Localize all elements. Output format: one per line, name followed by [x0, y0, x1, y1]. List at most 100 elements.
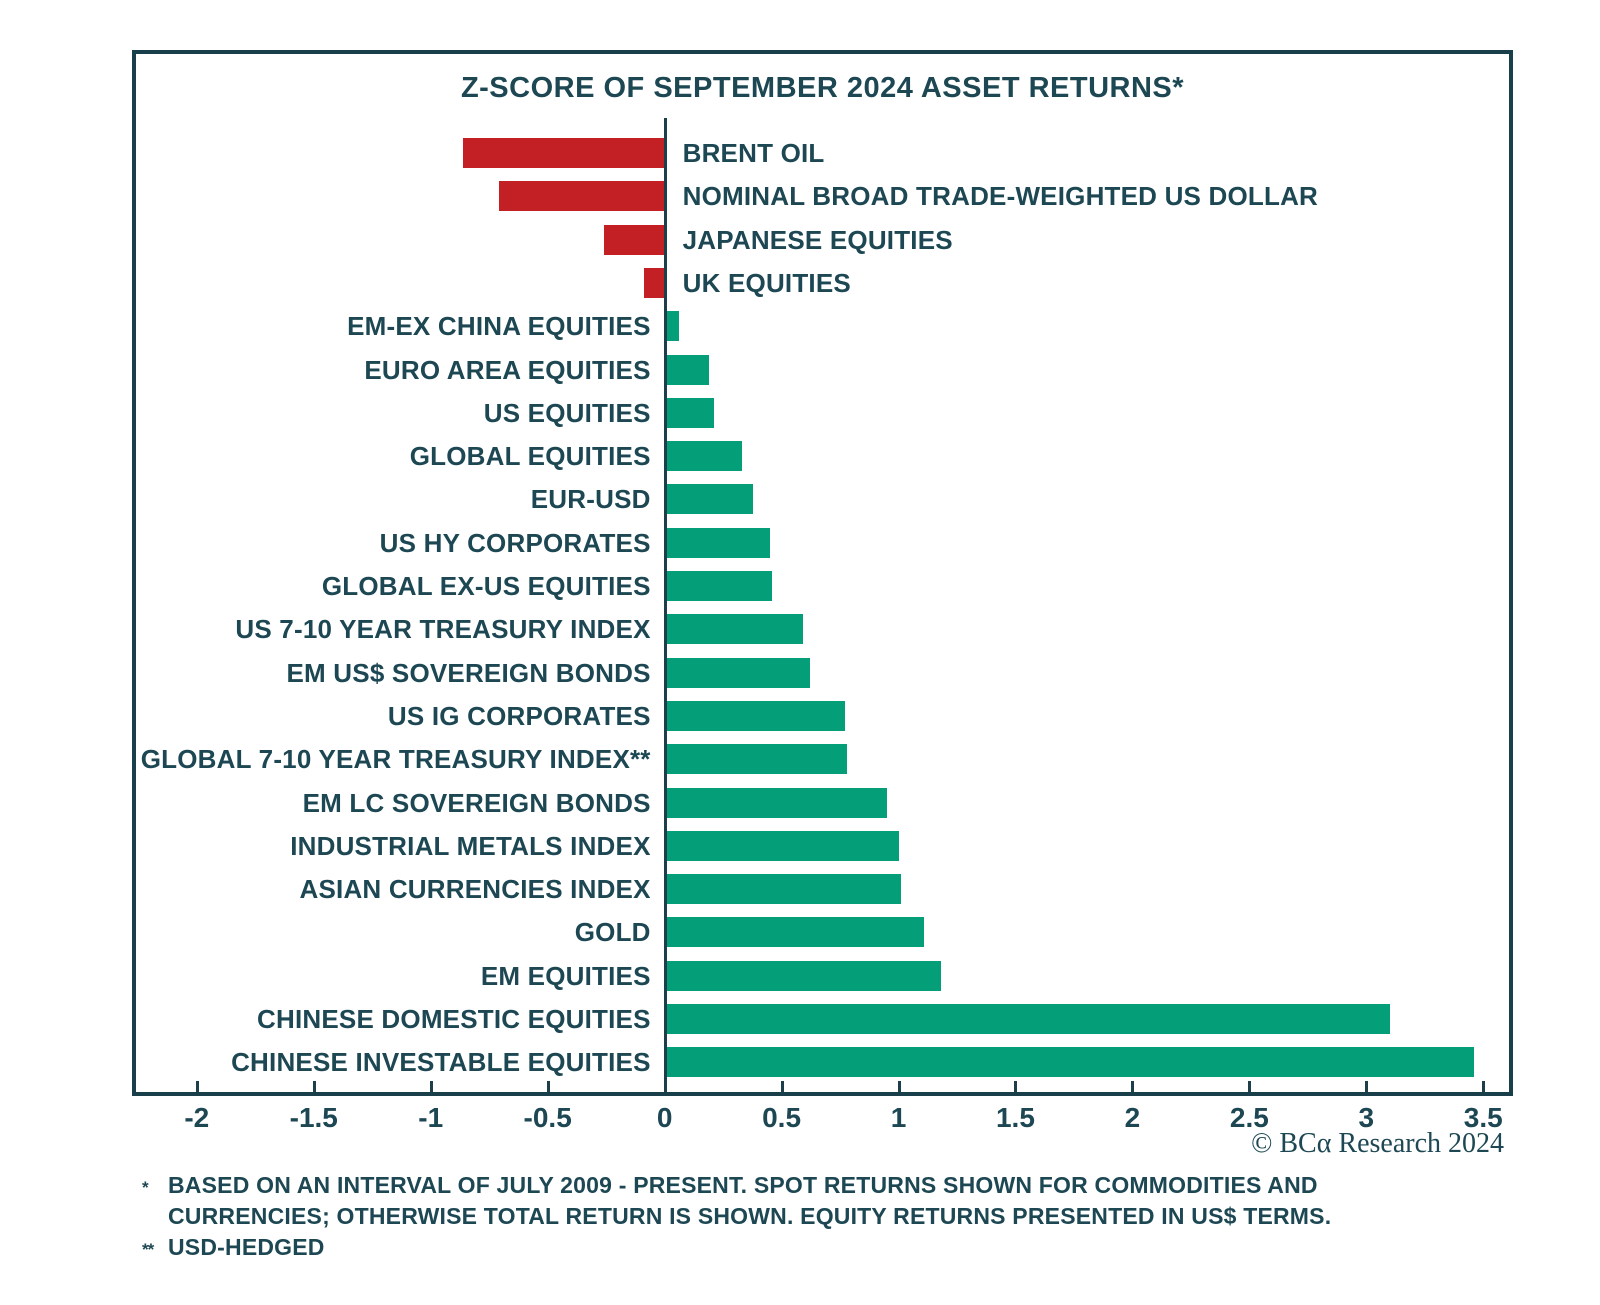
x-axis-tick-label: 2 [1124, 1102, 1141, 1133]
zero-axis-line [663, 118, 667, 1092]
x-axis-tick [195, 1081, 199, 1092]
chart-bar-label: UK EQUITIES [682, 267, 851, 298]
chart-row: US IG CORPORATES [136, 695, 1509, 738]
chart-bar [498, 181, 665, 212]
chart-row: CHINESE DOMESTIC EQUITIES [136, 998, 1509, 1041]
chart-row: UK EQUITIES [136, 262, 1509, 305]
footnote-1: * BASED ON AN INTERVAL OF JULY 2009 - PR… [142, 1170, 1442, 1232]
chart-row: EUR-USD [136, 478, 1509, 521]
chart-row: CHINESE INVESTABLE EQUITIES [136, 1041, 1509, 1084]
chart-bar [664, 787, 887, 818]
chart-bar-label: ASIAN CURRENCIES INDEX [299, 874, 651, 905]
chart-bar [664, 1004, 1390, 1034]
chart-bar [664, 830, 899, 861]
x-axis-tick-label: -0.5 [523, 1102, 572, 1133]
chart-bar-label: NOMINAL BROAD TRADE-WEIGHTED US DOLLAR [682, 181, 1319, 212]
x-axis-tick [1365, 1081, 1369, 1092]
chart-bar-label: US IG CORPORATES [387, 700, 651, 731]
chart-bar-label: EM EQUITIES [480, 960, 651, 991]
chart-bar [664, 700, 845, 731]
chart-row: ASIAN CURRENCIES INDEX [136, 868, 1509, 911]
x-axis-tick-label: -1 [418, 1102, 444, 1133]
chart-bar-label: US 7-10 YEAR TREASURY INDEX [235, 614, 651, 645]
chart-row: US 7-10 YEAR TREASURY INDEX [136, 608, 1509, 651]
chart-row: GLOBAL 7-10 YEAR TREASURY INDEX** [136, 738, 1509, 781]
chart-bar-label: JAPANESE EQUITIES [682, 224, 953, 255]
chart-bar-label: US HY CORPORATES [379, 527, 651, 558]
x-axis-tick [1248, 1081, 1252, 1092]
x-axis-tick [780, 1081, 784, 1092]
chart-bar [664, 484, 754, 515]
chart-bar-label: US EQUITIES [483, 397, 651, 428]
chart-bar [664, 571, 773, 601]
footnote-2-text: USD-HEDGED [168, 1234, 325, 1260]
x-axis-tick [546, 1081, 550, 1092]
chart-bar [664, 960, 941, 991]
chart-bar [603, 224, 665, 255]
x-axis-tick-label: 0.5 [762, 1102, 802, 1133]
chart-bar [463, 138, 665, 168]
chart-bar-label: GOLD [574, 917, 651, 948]
x-axis-tick-labels: -2 -1.5 -1 -0.5 0 0.5 1 1.5 2 2.5 3 3.5 [136, 1102, 1509, 1142]
chart-bar-label: EM LC SOVEREIGN BONDS [302, 787, 651, 818]
x-axis-tick [312, 1081, 316, 1092]
x-axis-tick-label: 3.5 [1463, 1102, 1503, 1133]
chart-row: EM US$ SOVEREIGN BONDS [136, 652, 1509, 695]
chart-frame: Z-SCORE OF SEPTEMBER 2024 ASSET RETURNS*… [132, 50, 1513, 1096]
chart-row: US HY CORPORATES [136, 522, 1509, 565]
chart-row: GLOBAL EX-US EQUITIES [136, 565, 1509, 608]
chart-bar-label: EM-EX CHINA EQUITIES [347, 311, 651, 342]
x-axis-tick-label: 1.5 [995, 1102, 1035, 1133]
plot-area: BRENT OIL NOMINAL BROAD TRADE-WEIGHTED US… [136, 54, 1509, 1092]
footnote-1-marker: * [142, 1178, 149, 1197]
chart-bar-label: BRENT OIL [682, 138, 825, 168]
chart-bar-label: GLOBAL 7-10 YEAR TREASURY INDEX** [140, 744, 651, 775]
chart-bar-label: EURO AREA EQUITIES [364, 354, 651, 385]
x-axis-tick [1131, 1081, 1135, 1092]
x-axis-tick [429, 1081, 433, 1092]
x-axis-tick [897, 1081, 901, 1092]
chart-bar-label: CHINESE INVESTABLE EQUITIES [231, 1047, 651, 1078]
chart-bar-label: INDUSTRIAL METALS INDEX [290, 830, 651, 861]
chart-row: EURO AREA EQUITIES [136, 349, 1509, 392]
chart-bar-label: GLOBAL EQUITIES [409, 441, 651, 472]
footnote-2-marker: ** [142, 1240, 154, 1259]
x-axis-tick-label: 1 [890, 1102, 907, 1133]
x-axis-tick-label: -2 [184, 1102, 210, 1133]
chart-row: JAPANESE EQUITIES [136, 219, 1509, 262]
chart-row: INDUSTRIAL METALS INDEX [136, 825, 1509, 868]
chart-bar-label: EUR-USD [530, 484, 651, 515]
chart-bar [664, 354, 710, 385]
chart-bar [664, 397, 714, 428]
chart-bar [664, 744, 848, 775]
x-axis-tick-label: 3 [1358, 1102, 1375, 1133]
chart-bar [664, 1047, 1474, 1078]
chart-row: EM EQUITIES [136, 955, 1509, 998]
chart-row: GOLD [136, 911, 1509, 954]
footnote-1-text: BASED ON AN INTERVAL OF JULY 2009 - PRES… [168, 1172, 1332, 1229]
chart-bar [664, 657, 810, 688]
chart-row: NOMINAL BROAD TRADE-WEIGHTED US DOLLAR [136, 175, 1509, 218]
chart-bar [664, 441, 742, 472]
chart-bar [664, 874, 901, 905]
chart-bar [664, 917, 925, 948]
chart-row: US EQUITIES [136, 392, 1509, 435]
x-axis-tick-label: -1.5 [289, 1102, 338, 1133]
x-axis-tick-label: 0 [656, 1102, 673, 1133]
x-axis-tick [1482, 1081, 1486, 1092]
chart-row: EM LC SOVEREIGN BONDS [136, 782, 1509, 825]
chart-bar-label: CHINESE DOMESTIC EQUITIES [257, 1004, 651, 1034]
chart-bar [664, 614, 803, 645]
footnote-2: ** USD-HEDGED [142, 1232, 1442, 1265]
chart-row: GLOBAL EQUITIES [136, 435, 1509, 478]
footnotes: * BASED ON AN INTERVAL OF JULY 2009 - PR… [142, 1170, 1442, 1265]
copyright-attribution: © BCα Research 2024 [1251, 1128, 1504, 1159]
chart-bar-label: EM US$ SOVEREIGN BONDS [286, 657, 651, 688]
chart-title: Z-SCORE OF SEPTEMBER 2024 ASSET RETURNS* [460, 72, 1185, 104]
chart-bar-label: GLOBAL EX-US EQUITIES [321, 571, 651, 601]
x-axis-tick-label: 2.5 [1229, 1102, 1269, 1133]
chart-bar [664, 527, 770, 558]
chart-row: BRENT OIL [136, 132, 1509, 175]
chart-row: EM-EX CHINA EQUITIES [136, 305, 1509, 348]
